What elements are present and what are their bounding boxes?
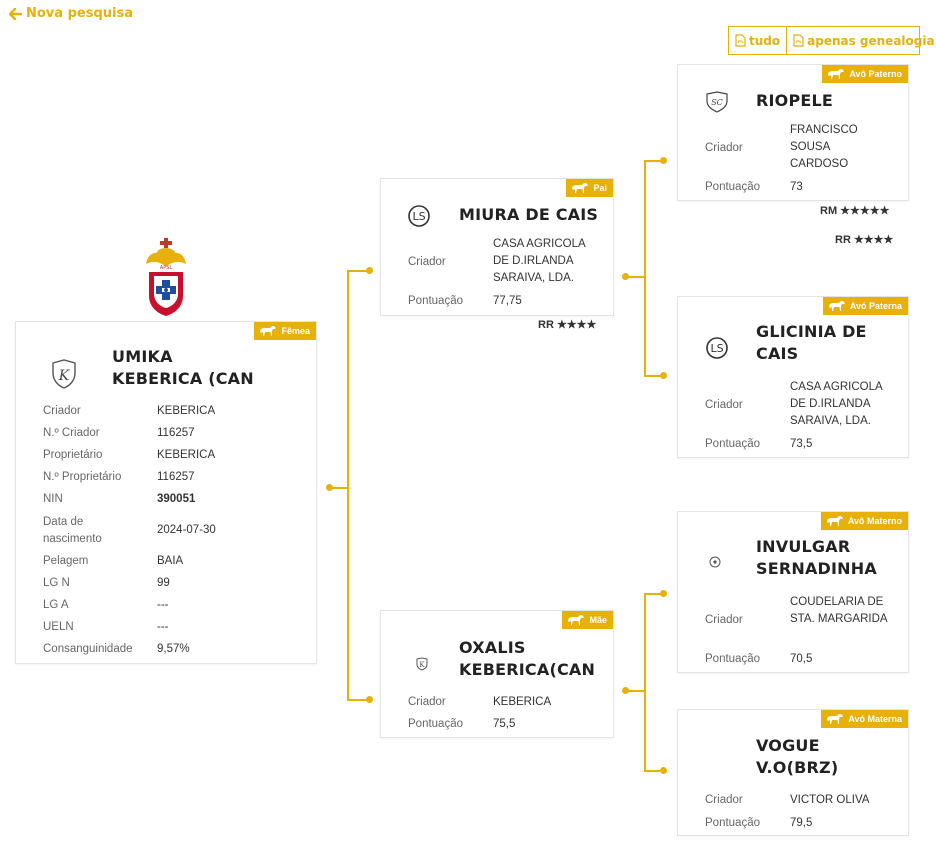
new-search-label: Nova pesquisa [26, 6, 133, 21]
breeder-brand-icon [707, 554, 723, 570]
dam-badge: Mãe [562, 611, 613, 629]
paternal-grandsire-badge: Avô Paterno [822, 65, 908, 83]
pdf-export-bar: tudo apenas genealogia [728, 26, 935, 55]
horse-name: MIURA DE CAIS [459, 205, 599, 224]
breeder-brand-icon: SC [704, 89, 730, 115]
maternal-granddam-card[interactable]: Avó Materna VOGUE V.O(BRZ) Criador VICTO… [677, 709, 909, 836]
sire-badge: Pai [566, 179, 613, 197]
svg-text:SC: SC [711, 98, 723, 107]
horse-name: OXALIS KEBERICA(CAN [459, 638, 596, 679]
paternal-granddam-card[interactable]: Avó Paterna LS GLICINIA DE CAIS Criador … [677, 296, 909, 458]
paternal-grandsire-rating-rr: RR ★★★★ [835, 234, 894, 246]
horse-icon [572, 183, 589, 193]
arrow-left-icon [9, 7, 22, 20]
horse-icon [826, 516, 843, 526]
breeder-brand-icon: LS [407, 203, 431, 229]
breeder-brand-icon: K [46, 356, 82, 392]
horse-icon [828, 69, 845, 79]
svg-text:K: K [58, 368, 71, 384]
horse-name: RIOPELE [756, 91, 834, 110]
paternal-grandsire-card[interactable]: Avô Paterno SC RIOPELE Criador FRANCISCO… [677, 64, 909, 201]
paternal-granddam-badge: Avó Paterna [822, 297, 908, 315]
pdf-icon [793, 34, 804, 47]
sex-badge: Fêmea [254, 322, 316, 340]
sire-rating: RR ★★★★ [538, 319, 597, 331]
paternal-grandsire-rating-rm: RM ★★★★★ [820, 205, 890, 217]
new-search-link[interactable]: Nova pesquisa [9, 6, 133, 21]
svg-text:K: K [419, 661, 425, 669]
horse-name: VOGUE V.O(BRZ) [756, 736, 839, 777]
maternal-grandsire-card[interactable]: Avô Materno INVULGAR SERNADINHA Criador … [677, 511, 909, 673]
sire-card[interactable]: Pai LS MIURA DE CAIS Criador CASA AGRICO… [380, 178, 614, 316]
horse-name: INVULGAR SERNADINHA [756, 537, 877, 578]
association-crest-logo: APSL [143, 236, 189, 318]
pdf-icon [735, 34, 746, 47]
pdf-all-label: tudo [749, 33, 781, 48]
horse-name: UMIKA KEBERICA (CAN [112, 347, 254, 388]
breeder-brand-icon: K [413, 655, 431, 673]
horse-icon [828, 301, 845, 311]
subject-card[interactable]: Fêmea K UMIKA KEBERICA (CAN Criador KEBE… [15, 321, 317, 664]
horse-icon [260, 326, 277, 336]
horse-icon [568, 615, 585, 625]
svg-text:APSL: APSL [160, 265, 173, 271]
pdf-genealogy-button[interactable]: apenas genealogia [786, 27, 936, 54]
svg-text:LS: LS [412, 210, 425, 223]
horse-icon [827, 714, 844, 724]
horse-name: GLICINIA DE CAIS [756, 322, 867, 363]
svg-text:LS: LS [710, 342, 723, 355]
maternal-grandsire-badge: Avô Materno [820, 512, 908, 530]
pdf-genealogy-label: apenas genealogia [807, 33, 935, 48]
pdf-all-button[interactable]: tudo [729, 27, 786, 54]
breeder-brand-icon: LS [704, 335, 730, 361]
maternal-granddam-badge: Avó Materna [821, 710, 908, 728]
dam-card[interactable]: Mãe K OXALIS KEBERICA(CAN Criador KEBERI… [380, 610, 614, 738]
